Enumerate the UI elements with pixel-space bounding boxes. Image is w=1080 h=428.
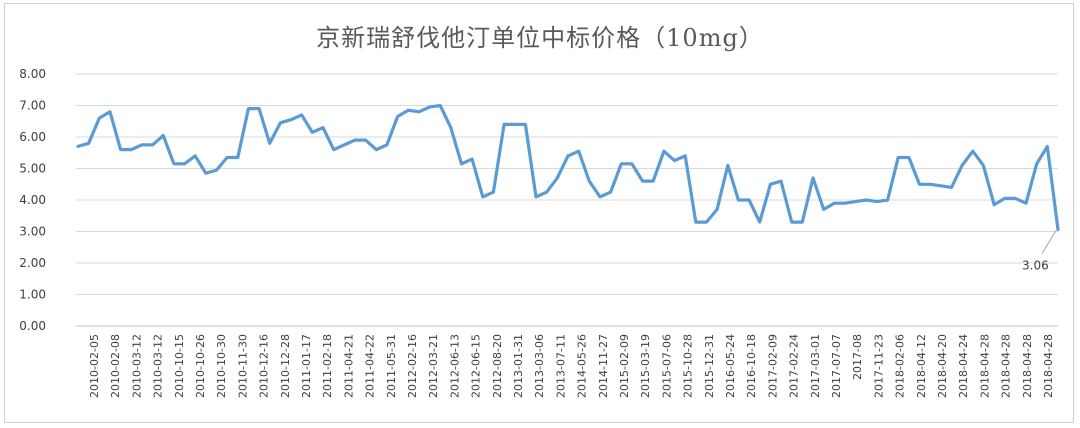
- x-tick-label: 2010-10-26: [194, 334, 207, 398]
- x-tick-label: 2010-11-30: [236, 334, 249, 398]
- x-tick-label: 2016-10-18: [745, 334, 758, 398]
- x-tick-label: 2017-03-01: [809, 334, 822, 398]
- x-tick-label: 2012-06-13: [448, 334, 461, 398]
- data-label-last: 3.06: [1022, 259, 1049, 273]
- x-tick-label: 2015-03-19: [639, 334, 652, 398]
- x-tick-label: 2011-02-18: [321, 334, 334, 398]
- y-axis-ticks: 0.00 1.00 2.00 3.00 4.00 5.00 6.00 7.00 8.00: [19, 67, 46, 333]
- y-tick-label: 4.00: [19, 193, 46, 207]
- x-tick-label: 2015-07-06: [660, 334, 673, 398]
- gridlines: [76, 73, 1058, 327]
- x-tick-label: 2018-04-24: [957, 334, 970, 398]
- y-tick-label: 2.00: [19, 256, 46, 270]
- y-tick-label: 6.00: [19, 130, 46, 144]
- chart-title: 京新瑞舒伐他汀单位中标价格（10mg）: [316, 24, 764, 52]
- x-tick-label: 2011-04-22: [364, 334, 377, 398]
- x-tick-label: 2011-01-17: [300, 334, 313, 398]
- x-tick-label: 2011-04-21: [342, 334, 355, 398]
- x-tick-label: 2010-03-12: [130, 334, 143, 398]
- x-tick-label: 2017-08: [851, 334, 864, 380]
- y-tick-label: 3.00: [19, 225, 46, 239]
- x-tick-label: 2015-12-31: [703, 334, 716, 398]
- y-tick-label: 7.00: [19, 99, 46, 113]
- x-tick-label: 2018-04-20: [936, 334, 949, 398]
- x-tick-label: 2010-12-16: [258, 334, 271, 398]
- x-tick-label: 2017-02-09: [766, 334, 779, 398]
- x-tick-label: 2013-07-11: [554, 334, 567, 398]
- x-tick-label: 2013-03-06: [533, 334, 546, 398]
- y-tick-label: 8.00: [19, 67, 46, 81]
- x-tick-label: 2010-12-28: [279, 334, 292, 398]
- x-tick-label: 2018-02-06: [894, 334, 907, 398]
- x-tick-label: 2018-04-28: [1042, 334, 1055, 398]
- y-tick-label: 0.00: [19, 319, 46, 333]
- x-tick-label: 2010-10-15: [173, 334, 186, 398]
- x-tick-label: 2013-01-31: [512, 334, 525, 398]
- x-tick-label: 2018-04-12: [915, 334, 928, 398]
- chart-frame: [4, 3, 1074, 423]
- y-tick-label: 5.00: [19, 162, 46, 176]
- x-tick-label: 2017-07-07: [830, 334, 843, 398]
- x-tick-label: 2017-02-24: [788, 334, 801, 398]
- y-tick-label: 1.00: [19, 288, 46, 302]
- x-tick-label: 2014-11-27: [597, 334, 610, 398]
- x-tick-label: 2018-04-28: [1000, 334, 1013, 398]
- x-tick-label: 2010-02-08: [109, 334, 122, 398]
- x-tick-label: 2012-02-16: [406, 334, 419, 398]
- x-tick-label: 2015-10-28: [682, 334, 695, 398]
- x-tick-label: 2010-02-05: [88, 334, 101, 398]
- x-tick-label: 2014-05-26: [576, 334, 589, 398]
- x-tick-label: 2017-11-23: [872, 334, 885, 398]
- x-tick-label: 2010-03-12: [152, 334, 165, 398]
- x-axis-ticks: 2010-02-05 2010-02-08 2010-03-12 2010-03-12…: [88, 334, 1055, 398]
- x-tick-label: 2012-06-15: [470, 334, 483, 398]
- x-tick-label: 2011-05-31: [385, 334, 398, 398]
- x-tick-label: 2015-02-09: [618, 334, 631, 398]
- x-tick-label: 2018-04-28: [978, 334, 991, 398]
- data-label-leader: [1041, 230, 1057, 254]
- x-tick-label: 2018-04-28: [1021, 334, 1034, 398]
- x-tick-label: 2012-08-20: [491, 334, 504, 398]
- x-tick-label: 2010-10-30: [215, 334, 228, 398]
- x-tick-label: 2012-03-21: [427, 334, 440, 398]
- x-tick-label: 2016-05-24: [724, 334, 737, 398]
- series-line: [76, 103, 1060, 232]
